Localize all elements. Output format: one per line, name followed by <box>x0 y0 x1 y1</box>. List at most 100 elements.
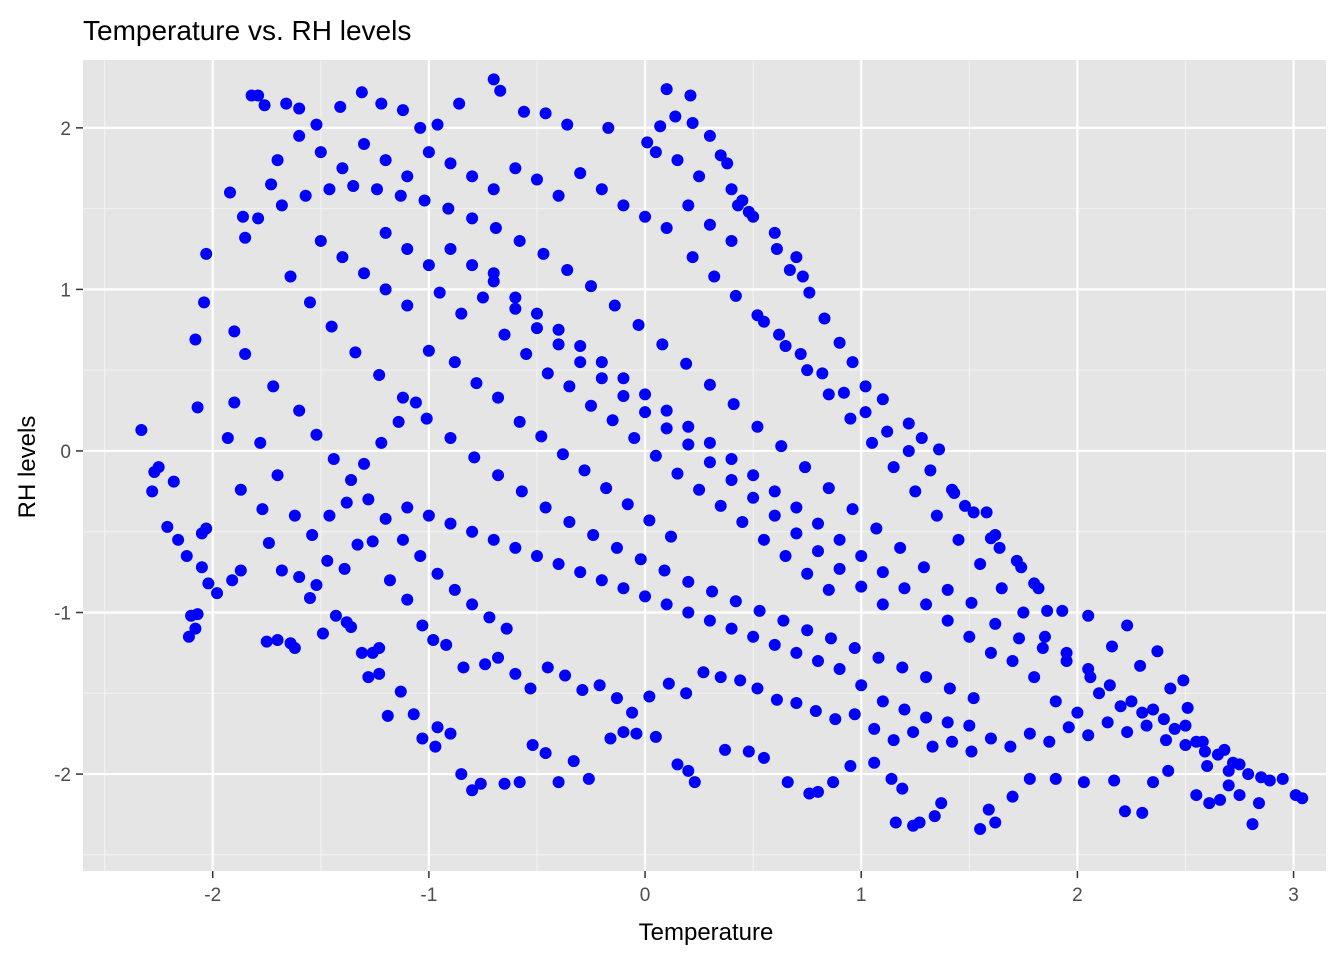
data-point <box>617 199 630 212</box>
data-point <box>226 574 239 587</box>
data-point <box>299 189 312 202</box>
data-point <box>394 189 407 202</box>
data-point <box>1049 695 1062 708</box>
data-point <box>271 154 284 167</box>
data-point <box>1071 706 1084 719</box>
data-point <box>563 380 576 393</box>
data-point <box>706 585 719 598</box>
data-point <box>362 671 375 684</box>
data-point <box>422 259 435 272</box>
data-point <box>933 443 946 456</box>
data-point <box>448 583 461 596</box>
y-axis: -2 -1 0 1 2 <box>54 119 83 786</box>
data-point <box>394 685 407 698</box>
data-point <box>868 722 881 735</box>
data-point <box>221 432 234 445</box>
y-tick-label: 2 <box>60 119 71 140</box>
data-point <box>824 632 837 645</box>
data-point <box>747 210 760 223</box>
data-point <box>517 105 530 118</box>
data-point <box>338 562 351 575</box>
data-point <box>617 582 630 595</box>
data-point <box>984 732 997 745</box>
data-point <box>770 243 783 256</box>
data-point <box>790 696 803 709</box>
data-point <box>989 617 1002 630</box>
data-point <box>870 522 883 535</box>
data-point <box>487 275 500 288</box>
data-point <box>602 121 615 134</box>
data-point <box>747 491 760 504</box>
data-point <box>422 509 435 522</box>
data-point <box>234 564 247 577</box>
data-point <box>714 671 727 684</box>
data-point <box>416 619 429 632</box>
data-point <box>574 339 587 352</box>
data-point <box>714 499 727 512</box>
data-point <box>727 398 740 411</box>
data-point <box>444 243 457 256</box>
data-point <box>1032 582 1045 595</box>
data-point <box>930 509 943 522</box>
data-point <box>837 386 850 399</box>
data-point <box>935 797 948 810</box>
data-point <box>809 705 822 718</box>
data-point <box>448 356 461 369</box>
data-point <box>729 289 742 302</box>
data-point <box>578 464 591 477</box>
data-point <box>872 651 885 664</box>
data-point <box>859 406 872 419</box>
data-point <box>703 436 716 449</box>
data-point <box>373 369 386 382</box>
data-point <box>725 474 738 487</box>
data-point <box>530 322 543 335</box>
data-point <box>965 745 978 758</box>
data-point <box>306 528 319 541</box>
data-point <box>660 598 673 611</box>
data-point <box>801 624 814 637</box>
data-point <box>1157 713 1170 726</box>
data-point <box>431 721 444 734</box>
data-point <box>909 485 922 498</box>
data-point <box>262 537 275 550</box>
data-point <box>239 231 252 244</box>
data-point <box>539 107 552 120</box>
data-point <box>329 609 342 622</box>
data-point <box>431 567 444 580</box>
data-point <box>963 719 976 732</box>
data-point <box>552 776 565 789</box>
data-point <box>1296 792 1309 805</box>
data-point <box>211 587 224 600</box>
data-point <box>191 608 204 621</box>
data-point <box>703 218 716 231</box>
data-point <box>1028 671 1041 684</box>
data-point <box>407 708 420 721</box>
data-point <box>223 186 236 199</box>
data-point <box>703 129 716 142</box>
data-point <box>1203 797 1216 810</box>
data-point <box>256 503 269 516</box>
data-point <box>868 756 881 769</box>
data-point <box>1201 759 1214 772</box>
plot-panel <box>83 60 1326 871</box>
data-point <box>556 448 569 461</box>
data-point <box>989 528 1002 541</box>
data-point <box>917 561 930 574</box>
data-point <box>494 84 507 97</box>
data-point <box>634 553 647 566</box>
data-point <box>492 391 505 404</box>
data-point <box>520 348 533 361</box>
data-point <box>444 517 457 530</box>
data-point <box>409 396 422 409</box>
data-point <box>576 684 589 697</box>
data-point <box>275 564 288 577</box>
data-point <box>267 380 280 393</box>
data-point <box>688 776 701 789</box>
data-point <box>926 740 939 753</box>
data-point <box>751 420 764 433</box>
data-point <box>887 734 900 747</box>
data-point <box>628 432 641 445</box>
data-point <box>280 97 293 110</box>
data-point <box>1242 768 1255 781</box>
